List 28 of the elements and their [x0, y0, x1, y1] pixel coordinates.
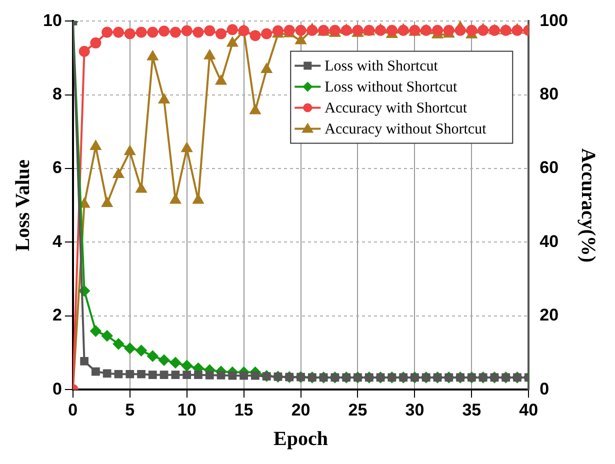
y-tick-label: 6	[52, 158, 62, 178]
x-tick-label: 0	[68, 400, 78, 420]
x-tick-label: 30	[405, 400, 424, 420]
x-axis-title: Epoch	[274, 428, 328, 450]
x-tick-label: 5	[125, 400, 135, 420]
y-tick-label: 0	[52, 379, 62, 398]
legend-label: Accuracy with Shortcut	[324, 100, 468, 117]
y2-tick-label: 0	[540, 379, 550, 398]
y2-tick-label: 60	[540, 158, 559, 178]
y2-tick-label: 20	[540, 306, 559, 325]
y-tick-label: 2	[52, 306, 62, 325]
legend-label: Accuracy without Shortcut	[324, 122, 488, 138]
x-tick-label: 40	[519, 400, 538, 420]
y2-tick-label: 40	[540, 232, 559, 251]
y-tick-label: 4	[52, 232, 62, 251]
x-tick-label: 20	[291, 400, 310, 420]
legend-label: Loss with Shortcut	[324, 58, 439, 75]
x-tick-label: 15	[234, 400, 254, 420]
y-tick-label: 8	[52, 84, 62, 104]
x-tick-label: 35	[462, 400, 482, 420]
x-tick-label: 10	[177, 400, 196, 420]
legend-label: Loss without Shortcut	[324, 80, 458, 96]
y2-tick-label: 80	[540, 84, 559, 104]
y2-tick-label: 100	[540, 10, 568, 30]
y-axis-title: Loss Value	[12, 159, 34, 252]
y2-axis-title: Accuracy(%)	[576, 148, 599, 263]
y-tick-label: 10	[42, 10, 62, 30]
x-tick-label: 25	[348, 400, 368, 420]
